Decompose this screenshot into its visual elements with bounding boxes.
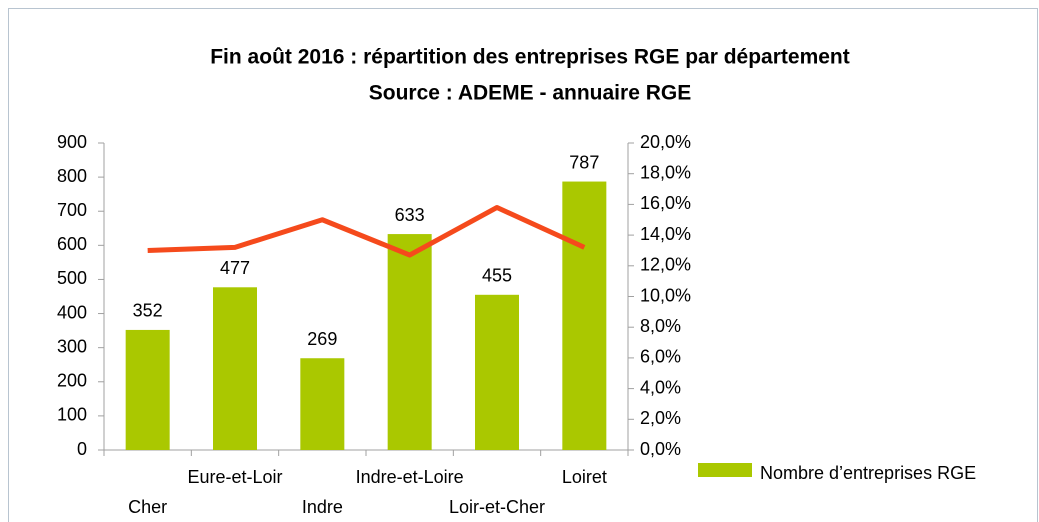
y-tick-label: 900 [57,132,87,152]
chart-border [8,8,1038,522]
y2-tick-label: 10,0% [640,285,691,305]
bar [475,294,519,450]
y-tick-label: 800 [57,166,87,186]
bar [387,234,432,450]
y-tick-label: 300 [57,336,87,356]
data-label: 787 [569,152,599,172]
legend-swatch [698,463,752,477]
y-tick-label: 500 [57,268,87,288]
y-tick-label: 0 [77,439,87,459]
x-tick-label: Indre-et-Loire [356,467,464,487]
x-tick-label: Cher [128,497,167,517]
y2-tick-label: 20,0% [640,132,691,152]
legend-label: Nombre d’entreprises RGE [760,463,977,483]
x-tick-label: Eure-et-Loir [187,467,282,487]
y-tick-label: 400 [57,302,87,322]
line [147,204,586,258]
x-tick-label: Indre [302,497,343,517]
data-label: 455 [482,266,512,286]
bar [125,329,170,450]
y2-tick-label: 18,0% [640,162,691,182]
bar [213,287,257,450]
y2-tick-label: 2,0% [640,408,681,428]
data-label: 352 [133,301,163,321]
data-label: 633 [395,205,425,225]
y-tick-label: 700 [57,200,87,220]
y2-tick-label: 6,0% [640,347,681,367]
y2-tick-label: 8,0% [640,316,681,336]
data-label: 269 [307,329,337,349]
y2-tick-label: 0,0% [640,439,681,459]
chart-title: Fin août 2016 : répartition des entrepri… [210,46,850,69]
x-tick-label: Loir-et-Cher [449,497,545,517]
y-tick-label: 200 [57,371,87,391]
bar [300,358,345,450]
chart-subtitle: Source : ADEME - annuaire RGE [369,82,691,105]
x-tick-label: Loiret [562,467,607,487]
y-tick-label: 600 [57,234,87,254]
y2-tick-label: 4,0% [640,377,681,397]
bar [562,181,607,450]
y2-tick-label: 16,0% [640,193,691,213]
y2-tick-label: 14,0% [640,224,691,244]
data-label: 477 [220,258,250,278]
y2-tick-label: 12,0% [640,255,691,275]
y-tick-label: 100 [57,405,87,425]
